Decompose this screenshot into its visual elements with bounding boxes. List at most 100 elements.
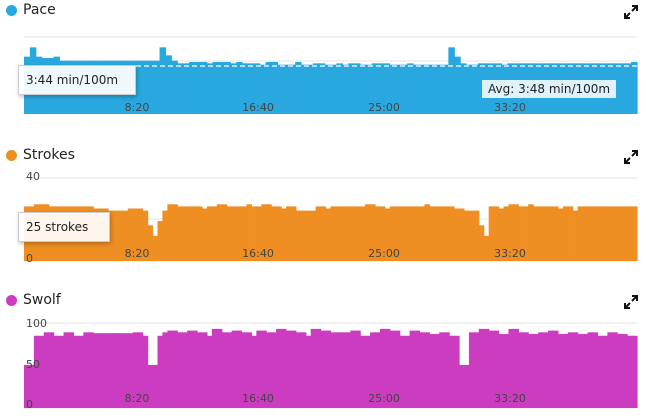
bar	[508, 204, 515, 261]
swolf-title: Swolf	[6, 292, 61, 308]
bar	[493, 330, 500, 408]
bar	[414, 330, 421, 408]
x-tick-label: 33:20	[494, 101, 526, 114]
x-tick-label: 25:00	[368, 392, 400, 405]
strokes-legend-dot	[6, 149, 17, 161]
bar	[449, 206, 455, 261]
bar	[404, 206, 411, 261]
expand-icon[interactable]	[624, 5, 638, 19]
bar	[631, 62, 638, 114]
expand-icon[interactable]	[624, 295, 638, 309]
bar	[543, 206, 549, 261]
bar	[483, 328, 490, 408]
bar	[236, 62, 243, 114]
bar	[182, 206, 188, 261]
bar	[103, 333, 109, 408]
bar	[439, 332, 445, 408]
bar	[365, 204, 371, 261]
bar	[177, 332, 183, 408]
bar	[538, 332, 544, 408]
bar	[463, 210, 470, 261]
bar	[295, 332, 302, 408]
bar	[281, 328, 287, 408]
y-tick-label: 50	[26, 358, 40, 371]
bar	[88, 332, 94, 408]
bar	[374, 206, 381, 261]
bar	[261, 330, 267, 408]
bar	[612, 206, 618, 261]
bar	[206, 335, 213, 408]
bar	[295, 62, 302, 114]
bar	[153, 60, 161, 114]
bar	[424, 64, 432, 114]
bar	[43, 332, 50, 408]
x-tick-label: 8:20	[125, 101, 150, 114]
bar	[157, 221, 164, 261]
bar	[212, 62, 220, 114]
bar	[330, 64, 337, 114]
bar	[221, 204, 228, 261]
bar	[625, 63, 632, 114]
bar	[216, 204, 223, 261]
bar	[463, 365, 470, 408]
bar	[58, 335, 65, 408]
bar	[617, 334, 623, 408]
strokes-title-label: Strokes	[23, 147, 75, 163]
bar	[231, 330, 238, 408]
bar	[374, 332, 381, 408]
bar	[567, 332, 574, 408]
bar	[167, 204, 173, 261]
bar	[93, 333, 99, 408]
bar	[276, 328, 282, 408]
bar	[335, 332, 341, 408]
bar	[577, 334, 584, 408]
bar	[320, 206, 327, 261]
bar	[370, 204, 376, 261]
bar	[582, 206, 589, 261]
bar	[602, 335, 608, 408]
bar	[211, 206, 218, 261]
bar	[389, 64, 396, 114]
bar	[137, 332, 144, 408]
x-tick-label: 33:20	[494, 392, 526, 405]
bar	[384, 328, 391, 408]
bar	[345, 332, 351, 408]
bar	[597, 335, 603, 408]
bar	[434, 334, 440, 408]
bar	[424, 204, 430, 261]
pace-legend-dot	[6, 4, 17, 16]
bar	[466, 64, 473, 114]
bar	[336, 63, 343, 114]
bar	[38, 335, 45, 408]
bar	[152, 365, 159, 408]
bar	[523, 332, 529, 408]
bar	[189, 62, 196, 114]
bar	[471, 64, 479, 114]
bar	[306, 64, 314, 114]
bar	[277, 64, 284, 114]
bar	[518, 332, 524, 408]
bar	[444, 206, 450, 261]
bar	[182, 332, 188, 408]
bar	[612, 332, 618, 408]
bar	[454, 56, 461, 114]
pace-title-label: Pace	[23, 2, 56, 18]
bar	[246, 204, 252, 261]
expand-icon[interactable]	[624, 150, 638, 164]
bar	[162, 210, 168, 261]
bar	[354, 63, 361, 114]
x-tick-label: 33:20	[494, 247, 526, 260]
bar	[365, 335, 371, 408]
pace-average-text: Avg: 3:48 min/100m	[488, 82, 611, 96]
y-tick-label: 100	[26, 317, 47, 330]
bar	[142, 335, 149, 408]
bar	[127, 208, 134, 261]
bar	[473, 332, 480, 408]
bar	[162, 332, 168, 408]
bar	[48, 332, 55, 408]
bar	[360, 335, 366, 408]
swolf-panel: Swolf 8:20 16:40 25:00 33:20 100 50 0	[0, 290, 646, 418]
y-tick-label: 0	[26, 252, 33, 265]
bar	[360, 206, 366, 261]
x-tick-label: 8:20	[125, 247, 150, 260]
